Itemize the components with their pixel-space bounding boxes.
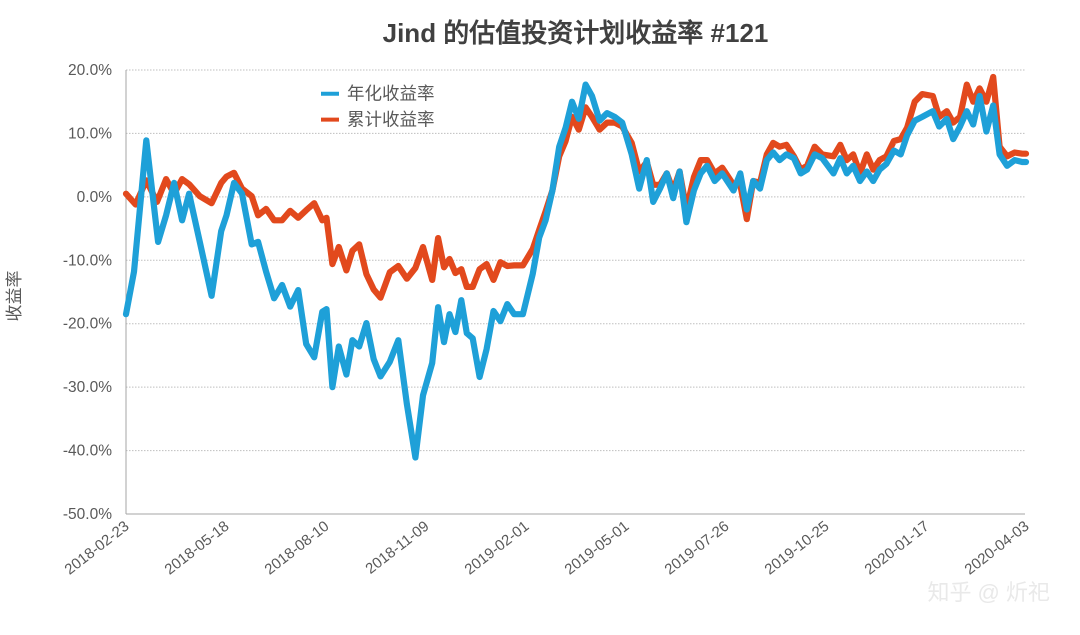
svg-text:收益率: 收益率 [5,271,24,322]
svg-text:知乎 @ 炘祀: 知乎 @ 炘祀 [927,580,1050,605]
svg-text:2019-07-26: 2019-07-26 [662,518,733,579]
svg-text:2018-11-09: 2018-11-09 [362,518,432,578]
svg-text:-20.0%: -20.0% [63,316,112,333]
svg-text:2018-02-23: 2018-02-23 [62,518,133,579]
svg-text:2020-04-03: 2020-04-03 [962,518,1033,579]
svg-text:2020-01-17: 2020-01-17 [862,518,933,579]
svg-text:累计收益率: 累计收益率 [347,110,435,130]
svg-text:20.0%: 20.0% [68,62,112,79]
svg-text:年化收益率: 年化收益率 [347,84,435,104]
svg-text:2019-05-01: 2019-05-01 [562,518,633,579]
svg-text:0.0%: 0.0% [77,189,113,206]
svg-text:2018-05-18: 2018-05-18 [162,518,233,579]
svg-text:-10.0%: -10.0% [63,252,112,269]
svg-text:-50.0%: -50.0% [63,506,112,523]
svg-text:2019-02-01: 2019-02-01 [462,518,533,579]
svg-text:2019-10-25: 2019-10-25 [762,518,833,579]
svg-text:-40.0%: -40.0% [63,443,112,460]
svg-text:-30.0%: -30.0% [63,379,112,396]
svg-text:2018-08-10: 2018-08-10 [262,518,333,579]
svg-text:10.0%: 10.0% [68,125,112,142]
